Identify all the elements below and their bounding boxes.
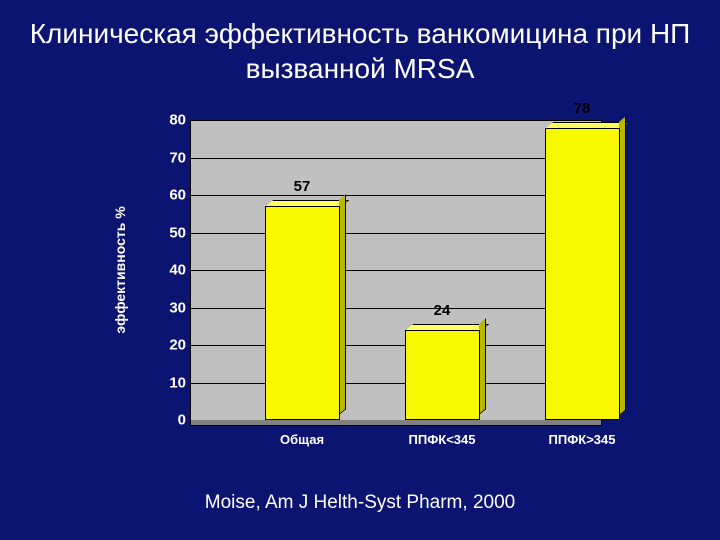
bar-value-label: 24 bbox=[434, 302, 451, 319]
bar-front bbox=[545, 128, 620, 421]
bar-side-face bbox=[479, 318, 486, 415]
x-tick-label: Общая bbox=[280, 432, 324, 447]
x-tick-label: ППФК>345 bbox=[549, 432, 616, 447]
gridline bbox=[190, 158, 600, 159]
y-tick-label: 20 bbox=[160, 337, 186, 354]
bar: 78 bbox=[545, 128, 620, 421]
y-tick-label: 40 bbox=[160, 262, 186, 279]
gridline bbox=[190, 195, 600, 196]
bar-side-face bbox=[619, 116, 626, 415]
bar-value-label: 78 bbox=[574, 100, 591, 117]
plot-floor bbox=[190, 420, 602, 426]
gridline bbox=[190, 120, 600, 121]
citation: Moise, Am J Helth-Syst Pharm, 2000 bbox=[0, 492, 720, 514]
y-axis-label: эффективность % bbox=[112, 206, 128, 333]
y-tick-label: 70 bbox=[160, 149, 186, 166]
bar: 57 bbox=[265, 206, 340, 420]
gridline bbox=[190, 383, 600, 384]
gridline bbox=[190, 345, 600, 346]
y-tick-label: 50 bbox=[160, 224, 186, 241]
bar-front bbox=[265, 206, 340, 420]
y-tick-label: 80 bbox=[160, 112, 186, 129]
slide: Клиническая эффективность ванкомицина пр… bbox=[0, 0, 720, 540]
bar-chart: 01020304050607080 эффективность % 572478… bbox=[130, 120, 600, 460]
bar: 24 bbox=[405, 330, 480, 420]
slide-title: Клиническая эффективность ванкомицина пр… bbox=[0, 16, 720, 86]
y-tick-label: 0 bbox=[160, 412, 186, 429]
y-tick-label: 30 bbox=[160, 299, 186, 316]
gridline bbox=[190, 308, 600, 309]
x-tick-label: ППФК<345 bbox=[409, 432, 476, 447]
y-tick-label: 60 bbox=[160, 187, 186, 204]
gridline bbox=[190, 233, 600, 234]
bar-side-face bbox=[339, 194, 346, 415]
plot-area bbox=[190, 120, 602, 422]
bar-front bbox=[405, 330, 480, 420]
gridline bbox=[190, 270, 600, 271]
bar-value-label: 57 bbox=[294, 178, 311, 195]
y-tick-label: 10 bbox=[160, 374, 186, 391]
